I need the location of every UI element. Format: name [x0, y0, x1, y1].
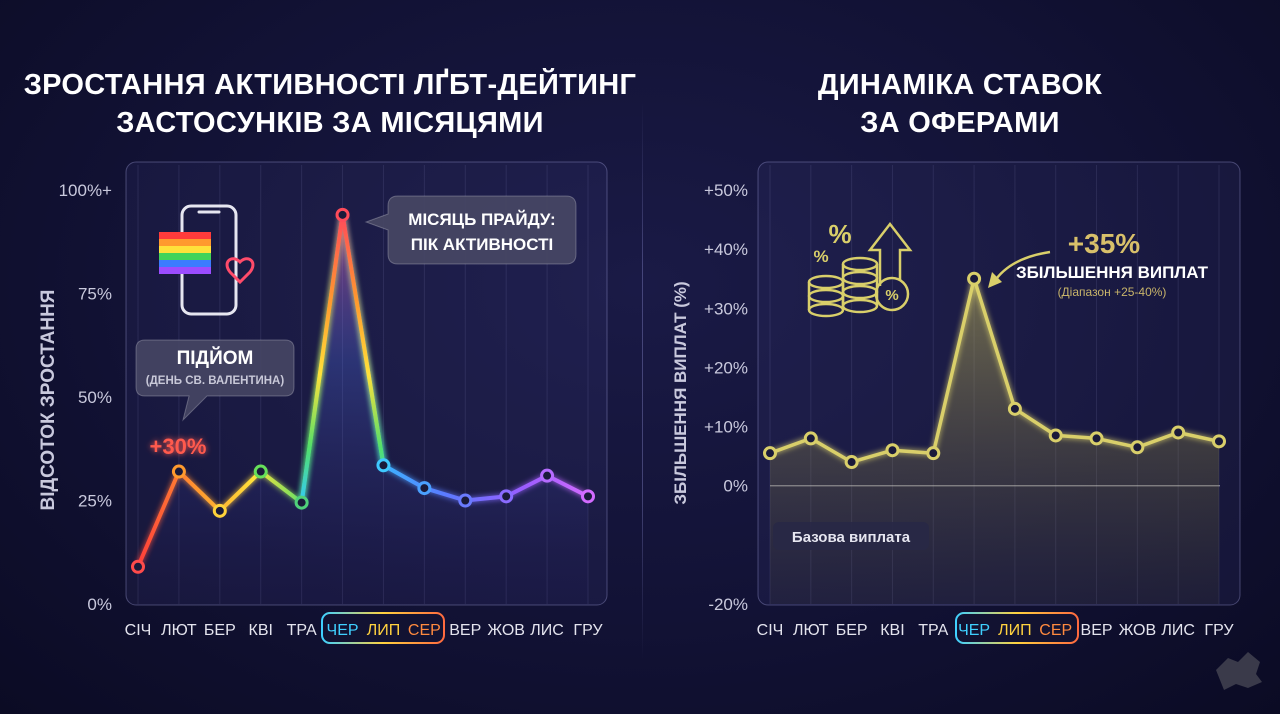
left-summer-highlight: [321, 612, 445, 644]
pride-callout: МІСЯЦЬ ПРАЙДУ: ПІК АКТИВНОСТІ: [364, 195, 577, 265]
x-tick-label: БЕР: [836, 622, 868, 639]
data-point: [1212, 434, 1226, 449]
x-tick-label: ВЕР: [1081, 622, 1113, 639]
baseline-label-box: Базова виплата: [773, 522, 929, 550]
x-tick-label: ЧЕР: [327, 622, 359, 639]
peak-caption: ЗБІЛЬШЕННЯ ВИПЛАТ: [1016, 263, 1209, 282]
right-y-ticks: -20% 0% +10% +20% +30% +40% +50%: [704, 181, 748, 614]
x-tick-label: СІЧ: [757, 622, 784, 639]
data-point: [885, 443, 900, 458]
x-tick-label: СІЧ: [125, 622, 152, 639]
left-y-ticks: 0% 25% 50% 75% 100%+: [59, 181, 112, 614]
peak-arrow-head: [988, 272, 1002, 288]
data-point: [844, 455, 859, 470]
left-y-axis-label: ВІДСОТОК ЗРОСТАННЯ: [38, 290, 59, 511]
data-point: [376, 458, 391, 473]
y-tick-label: +30%: [704, 299, 748, 318]
y-tick-label: +50%: [704, 181, 748, 200]
left-chart-title: ЗРОСТАННЯ АКТИВНОСТІ ЛҐБТ-ДЕЙТИНГ ЗАСТОС…: [0, 66, 660, 142]
right-chart-title: ДИНАМІКА СТАВОК ЗА ОФЕРАМИ: [650, 66, 1270, 142]
x-tick-label: ЛИП: [998, 622, 1032, 639]
y-tick-label: +20%: [704, 358, 748, 377]
baseline-label: Базова виплата: [792, 529, 911, 546]
x-tick-label: КВІ: [249, 622, 273, 639]
x-tick-label: КВІ: [880, 622, 904, 639]
x-tick-label: ЖОВ: [1119, 622, 1157, 639]
rise-callout-subtitle: (ДЕНЬ СВ. ВАЛЕНТИНА): [146, 375, 285, 387]
data-point: [212, 503, 227, 518]
corner-logo-icon: [1216, 652, 1262, 690]
panel-divider: [642, 100, 643, 660]
data-point: [581, 489, 595, 504]
right-y-axis-label: ЗБІЛЬШЕННЯ ВИПЛАТ (%): [671, 281, 690, 504]
data-point: [335, 207, 350, 222]
x-tick-label: ГРУ: [573, 622, 603, 639]
y-tick-label: 0%: [87, 595, 112, 614]
coins-percent-arrow-icon: [807, 221, 913, 318]
rise-callout: ПІДЙОМ (ДЕНЬ СВ. ВАЛЕНТИНА): [135, 339, 295, 422]
x-tick-label: БЕР: [204, 622, 236, 639]
data-point: [540, 468, 555, 483]
pride-callout-line-1: МІСЯЦЬ ПРАЙДУ:: [408, 210, 555, 229]
peak-value-label: +35%: [1068, 228, 1140, 259]
data-point: [458, 493, 473, 508]
percent-glyph-large: %: [828, 219, 851, 249]
y-tick-label: 0%: [723, 477, 748, 496]
data-point: [1007, 401, 1022, 416]
x-tick-label: СЕР: [1039, 622, 1072, 639]
x-tick-label: ЛИС: [1161, 622, 1195, 639]
x-tick-label: ЛЮТ: [161, 622, 197, 639]
percent-glyph-small: %: [813, 247, 828, 266]
left-area-fill: [138, 214, 588, 605]
x-tick-label: ЖОВ: [487, 622, 525, 639]
x-tick-label: ЛЮТ: [793, 622, 829, 639]
peak-range: (Діапазон +25-40%): [1058, 285, 1167, 299]
data-point: [294, 495, 309, 510]
left-title-line-1: ЗРОСТАННЯ АКТИВНОСТІ ЛҐБТ-ДЕЙТИНГ: [23, 69, 637, 101]
data-point: [1130, 440, 1145, 455]
left-title-line-2: ЗАСТОСУНКІВ ЗА МІСЯЦЯМИ: [116, 107, 544, 139]
data-point: [1171, 425, 1186, 440]
y-tick-label: 75%: [78, 285, 112, 304]
pride-callout-line-2: ПІК АКТИВНОСТІ: [411, 235, 553, 254]
y-tick-label: -20%: [708, 595, 748, 614]
x-tick-label: ТРА: [918, 622, 948, 639]
x-tick-label: ТРА: [287, 622, 317, 639]
data-point: [253, 464, 268, 479]
right-summer-highlight: [955, 612, 1079, 644]
right-title-line-2: ЗА ОФЕРАМИ: [860, 107, 1060, 139]
phone-rainbow-flag-heart-icon: [159, 204, 255, 316]
data-point: [171, 464, 186, 479]
data-point: [131, 559, 145, 574]
x-tick-label: ЧЕР: [958, 622, 990, 639]
right-title-line-1: ДИНАМІКА СТАВОК: [817, 69, 1103, 101]
rise-value-label: +30%: [150, 434, 207, 459]
right-x-ticks: СІЧ ЛЮТ БЕР КВІ ТРА ЧЕР ЛИП СЕР ВЕР ЖОВ ЛИС ГРУ: [757, 622, 1235, 639]
right-series-line: [769, 276, 1220, 464]
data-point: [803, 431, 818, 446]
percent-glyph-coin: %: [885, 287, 898, 304]
data-point: [499, 489, 514, 504]
x-tick-label: ВЕР: [449, 622, 481, 639]
data-point: [1089, 431, 1104, 446]
data-point: [1048, 428, 1063, 443]
y-tick-label: +10%: [704, 418, 748, 437]
x-tick-label: ЛИС: [530, 622, 564, 639]
y-tick-label: +40%: [704, 240, 748, 259]
y-tick-label: 100%+: [59, 181, 112, 200]
x-tick-label: ГРУ: [1204, 622, 1234, 639]
data-point: [967, 271, 982, 286]
x-tick-label: ЛИП: [367, 622, 401, 639]
data-point: [417, 481, 432, 496]
data-point: [926, 446, 941, 461]
rise-callout-title: ПІДЙОМ: [177, 347, 254, 369]
data-point: [763, 446, 777, 461]
left-x-ticks: СІЧ ЛЮТ БЕР КВІ ТРА ЧЕР ЛИП СЕР ВЕР ЖОВ ЛИС ГРУ: [125, 622, 604, 639]
y-tick-label: 50%: [78, 388, 112, 407]
y-tick-label: 25%: [78, 492, 112, 511]
x-tick-label: СЕР: [408, 622, 441, 639]
